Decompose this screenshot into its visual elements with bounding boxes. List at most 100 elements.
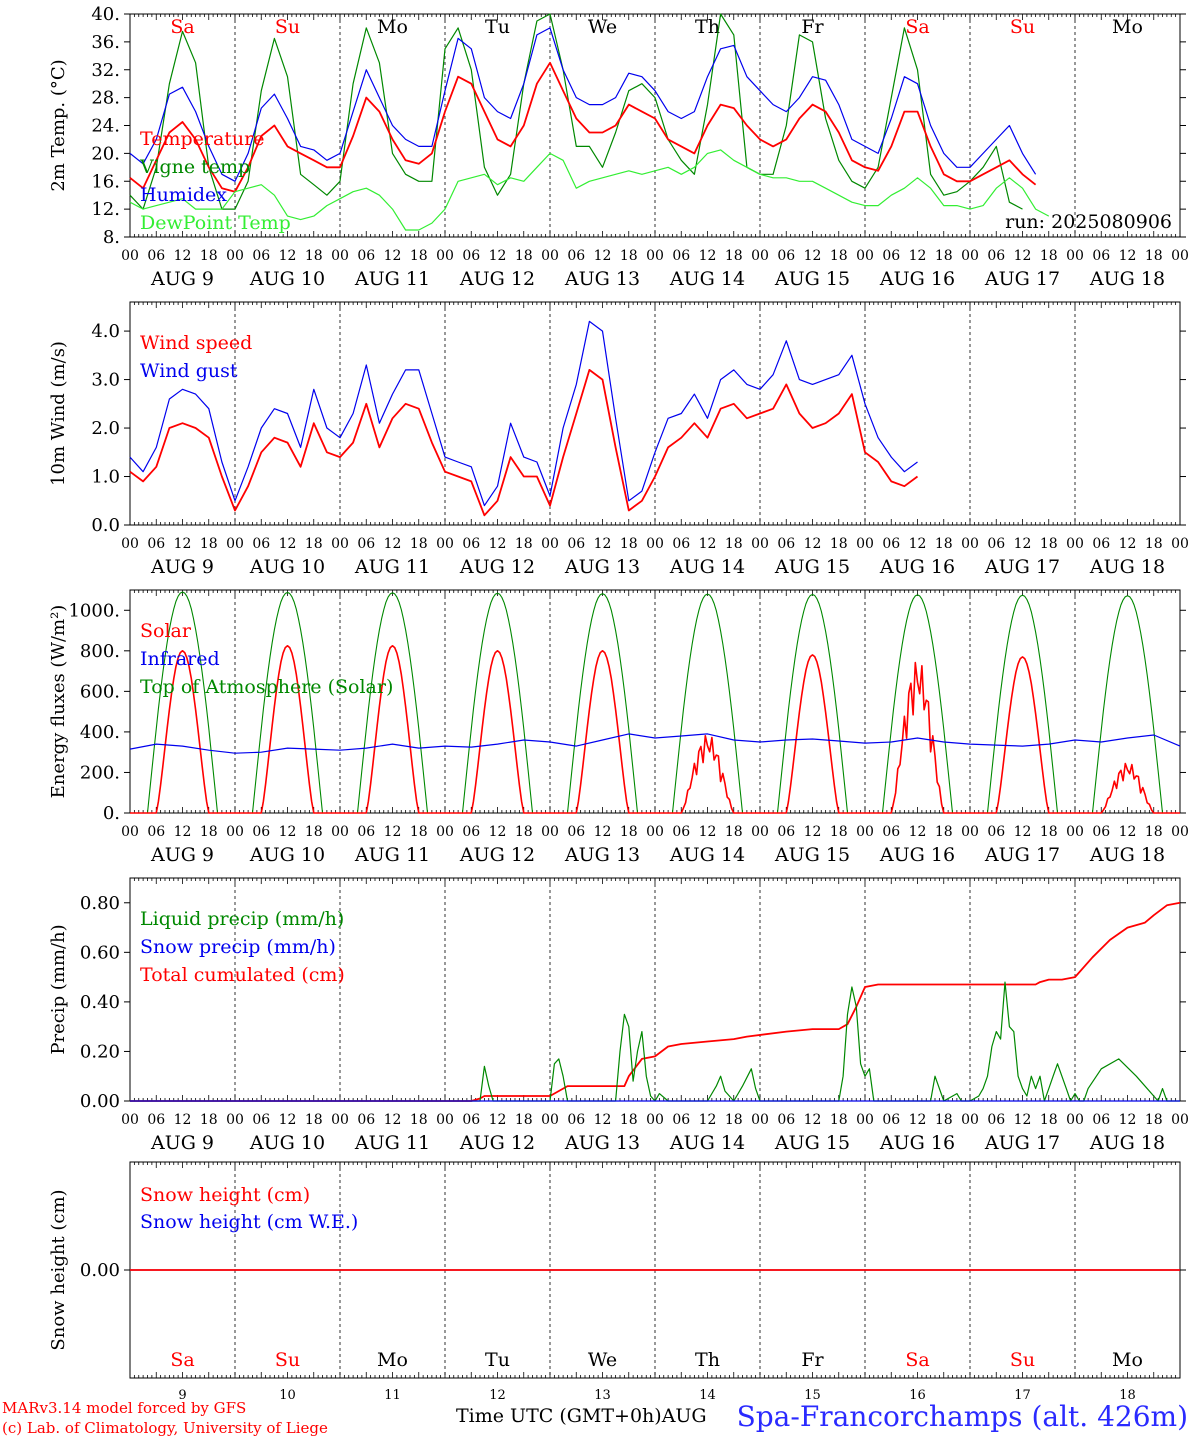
day-number-label: 11 [384, 1388, 401, 1400]
y-tick-label: 800. [80, 641, 120, 662]
hour-tick-label: 06 [252, 824, 270, 840]
day-name-label: Tu [485, 1349, 510, 1371]
hour-tick-label: 12 [174, 1112, 192, 1128]
date-label: AUG 15 [774, 1132, 850, 1154]
hour-tick-label: 12 [384, 1112, 402, 1128]
hour-tick-label: 00 [541, 248, 559, 264]
series-line-temperature [129, 61, 1037, 193]
y-tick-label: 1000. [68, 600, 120, 621]
day-name-label: Mo [1112, 1349, 1143, 1371]
hour-tick-label: 18 [725, 248, 743, 264]
hour-tick-label: 06 [252, 536, 270, 552]
series-line-vigne-temp [129, 13, 1023, 210]
hour-tick-label: 06 [567, 824, 585, 840]
hour-tick-label: 18 [935, 824, 953, 840]
hour-tick-label: 06 [462, 1112, 480, 1128]
hour-tick-label: 06 [1092, 824, 1110, 840]
hour-tick-label: 12 [594, 1112, 612, 1128]
hour-tick-label: 12 [489, 248, 507, 264]
hour-tick-label: 00 [751, 536, 769, 552]
hour-tick-label: 06 [987, 824, 1005, 840]
y-axis-label-temp: 2m Temp. (°C) [48, 59, 69, 191]
hour-tick-label: 06 [462, 824, 480, 840]
legend-entry: Snow precip (mm/h) [140, 936, 336, 958]
hour-tick-label: 18 [410, 536, 428, 552]
hour-tick-label: 06 [672, 824, 690, 840]
hour-tick-label: 06 [1092, 1112, 1110, 1128]
hour-tick-label: 18 [725, 824, 743, 840]
y-tick-label: 0.40 [80, 992, 120, 1013]
hour-tick-label: 12 [699, 536, 717, 552]
date-label: AUG 15 [774, 556, 850, 578]
hour-tick-label: 06 [1092, 536, 1110, 552]
hour-tick-label: 18 [830, 536, 848, 552]
hour-tick-label: 06 [567, 536, 585, 552]
hour-tick-label: 12 [699, 248, 717, 264]
day-name-label: Su [1010, 1349, 1035, 1371]
legend-entry: DewPoint Temp [140, 212, 291, 234]
hour-tick-label: 06 [987, 248, 1005, 264]
solar-line [130, 644, 1180, 814]
day-name-label: We [588, 1349, 617, 1371]
hour-tick-label: 06 [777, 536, 795, 552]
hour-tick-label: 18 [1040, 824, 1058, 840]
hour-tick-label: 12 [174, 536, 192, 552]
hour-tick-label: 06 [357, 248, 375, 264]
date-label: AUG 9 [150, 268, 214, 290]
series-line-liquid-precip-mm-h- [130, 981, 1180, 1102]
hour-tick-label: 00 [436, 824, 454, 840]
hour-tick-label: 18 [515, 1112, 533, 1128]
hour-tick-label: 00 [436, 1112, 454, 1128]
hour-tick-label: 18 [305, 824, 323, 840]
day-name-label: Su [1010, 16, 1035, 38]
hour-tick-label: 00 [856, 248, 874, 264]
y-axis-label-wind: 10m Wind (m/s) [48, 341, 69, 486]
toa-solar-line [130, 591, 1180, 814]
hour-tick-label: 06 [987, 1112, 1005, 1128]
hour-tick-label: 00 [226, 536, 244, 552]
day-number-label: 17 [1014, 1388, 1031, 1400]
day-name-label: Mo [1112, 16, 1143, 38]
day-name-label: We [588, 16, 617, 38]
date-label: AUG 15 [774, 268, 850, 290]
y-tick-label: 2.0 [91, 418, 120, 439]
hour-tick-label: 00 [331, 824, 349, 840]
hour-tick-label: 00 [751, 824, 769, 840]
date-label: AUG 9 [150, 556, 214, 578]
hour-tick-label: 18 [515, 824, 533, 840]
date-label: AUG 16 [879, 268, 955, 290]
hour-tick-label: 12 [174, 824, 192, 840]
date-label: AUG 15 [774, 844, 850, 866]
hour-tick-label: 00 [541, 824, 559, 840]
hour-tick-label: 06 [882, 1112, 900, 1128]
day-name-label: Sa [170, 16, 194, 38]
day-number-label: 14 [699, 1388, 716, 1400]
hour-tick-label: 06 [567, 248, 585, 264]
legend-entry: Snow height (cm) [140, 1184, 310, 1206]
y-tick-label: 24. [91, 116, 120, 137]
hour-tick-label: 12 [279, 536, 297, 552]
series-line-wind-gust [129, 320, 918, 507]
legend-entry: Temperature [140, 128, 264, 150]
legend-entry: Snow height (cm W.E.) [140, 1211, 358, 1233]
lab-credit: (c) Lab. of Climatology, University of L… [2, 1419, 328, 1437]
hour-tick-label: 12 [174, 248, 192, 264]
hour-tick-label: 06 [672, 536, 690, 552]
date-label: AUG 18 [1089, 556, 1165, 578]
y-tick-label: 0.0 [91, 515, 120, 536]
date-label: AUG 14 [669, 844, 745, 866]
hour-tick-label: 18 [1145, 1112, 1163, 1128]
date-label: AUG 13 [564, 268, 640, 290]
day-name-label: Fr [801, 1349, 824, 1371]
day-number-label: 18 [1119, 1388, 1136, 1400]
hour-tick-label: 00 [856, 824, 874, 840]
hour-tick-label: 00 [1066, 536, 1084, 552]
y-tick-label: 0.80 [80, 893, 120, 914]
y-axis-label-energy: Energy fluxes (W/m²) [48, 605, 69, 799]
day-number-label: 16 [909, 1388, 926, 1400]
hour-tick-label: 00 [331, 248, 349, 264]
hour-tick-label: 12 [384, 824, 402, 840]
hour-tick-label: 00 [856, 1112, 874, 1128]
date-label: AUG 13 [564, 1132, 640, 1154]
hour-tick-label: 06 [567, 1112, 585, 1128]
